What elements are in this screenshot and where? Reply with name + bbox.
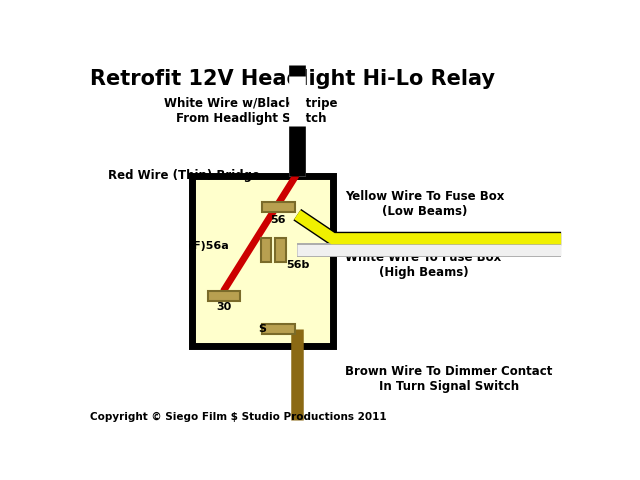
Bar (262, 202, 294, 213)
Text: White Wire w/Black Stripe
From Headlight Switch: White Wire w/Black Stripe From Headlight… (164, 97, 338, 125)
Bar (191, 176, 333, 346)
Text: Yellow Wire To Fuse Box
(Low Beams): Yellow Wire To Fuse Box (Low Beams) (346, 190, 505, 217)
Text: Retrofit 12V Headlight Hi-Lo Relay: Retrofit 12V Headlight Hi-Lo Relay (90, 69, 495, 89)
Bar (275, 238, 286, 262)
Bar (260, 238, 271, 262)
Bar (208, 291, 240, 301)
Text: Copyright © Siego Film $ Studio Productions 2011: Copyright © Siego Film $ Studio Producti… (90, 411, 387, 421)
Text: (F)56a: (F)56a (188, 241, 229, 251)
Text: Red Wire (Thin) Bridge: Red Wire (Thin) Bridge (108, 169, 260, 182)
Text: Brown Wire To Dimmer Contact
In Turn Signal Switch: Brown Wire To Dimmer Contact In Turn Sig… (346, 365, 553, 393)
Text: S: S (258, 324, 266, 334)
Bar (262, 324, 294, 335)
Text: White Wire To Fuse Box
(High Beams): White Wire To Fuse Box (High Beams) (346, 251, 502, 278)
Text: 56: 56 (271, 215, 286, 225)
Text: 56b: 56b (286, 260, 309, 270)
Text: 30: 30 (216, 302, 232, 312)
